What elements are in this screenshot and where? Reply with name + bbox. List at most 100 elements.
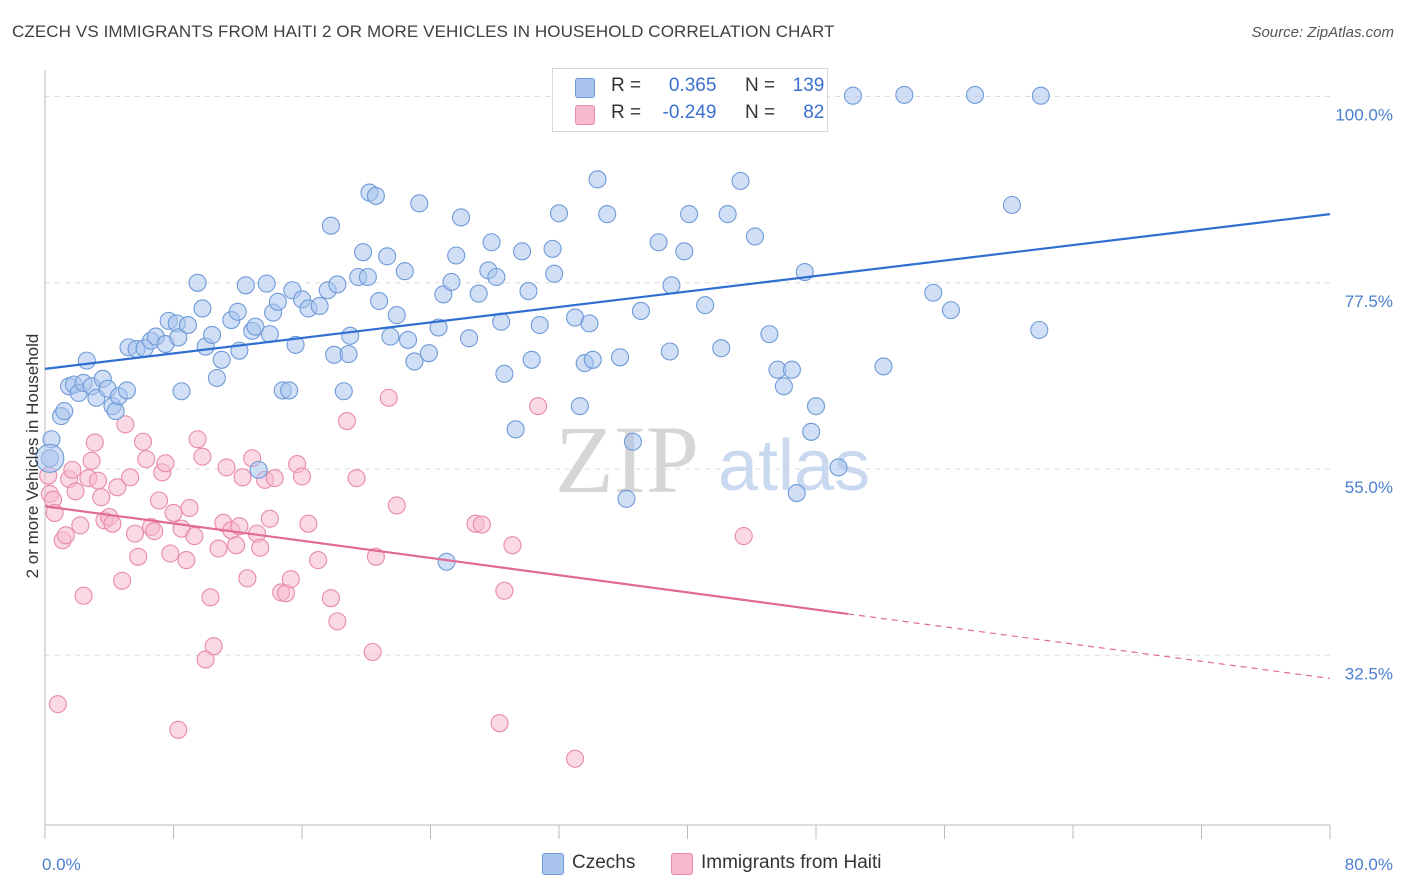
- czechs-point: [1002, 195, 1022, 215]
- czechs-point: [268, 292, 287, 311]
- czechs-point: [806, 397, 826, 416]
- czechs-point: [588, 170, 607, 189]
- czechs-point: [513, 242, 532, 261]
- haiti-point: [196, 650, 215, 669]
- haiti-point: [265, 469, 284, 488]
- czechs-point: [712, 339, 731, 358]
- haiti-point: [337, 411, 357, 431]
- czechs-point: [395, 262, 414, 281]
- czechs-point: [117, 381, 136, 400]
- haiti-point: [251, 538, 270, 557]
- bottom-legend-label-haiti: Immigrants from Haiti: [701, 852, 882, 873]
- haiti-point: [133, 432, 153, 451]
- legend-n-label: N =: [744, 102, 776, 123]
- haiti-point: [347, 469, 366, 488]
- czechs-point: [55, 402, 74, 421]
- czechs-point: [193, 299, 212, 318]
- czechs-point: [675, 242, 694, 261]
- haiti-trend-line-extension: [848, 613, 1331, 680]
- x-tick-label: 80.0%: [1345, 855, 1393, 874]
- czechs-point: [598, 205, 617, 224]
- czechs-point: [580, 314, 599, 333]
- haiti-point: [164, 503, 183, 522]
- czechs-point: [874, 357, 893, 376]
- haiti-point: [85, 433, 104, 452]
- czechs-point: [106, 402, 125, 421]
- haiti-point: [71, 516, 90, 535]
- legend-swatch-czechs: [575, 78, 595, 98]
- czechs-point: [469, 284, 488, 303]
- y-tick-label: 55.0%: [1345, 478, 1393, 497]
- czechs-point: [617, 489, 636, 508]
- haiti-point: [121, 468, 140, 487]
- czechs-point: [178, 315, 198, 335]
- x-tick-label: 0.0%: [42, 855, 81, 874]
- haiti-point: [180, 498, 199, 518]
- chart-source: Source: ZipAtlas.com: [1251, 24, 1394, 41]
- bottom-legend-swatch-haiti: [671, 853, 693, 875]
- czechs-point: [522, 350, 541, 369]
- czechs-point: [370, 291, 389, 311]
- czechs-point: [782, 360, 801, 379]
- czechs-point: [941, 301, 960, 320]
- czechs-point: [965, 85, 985, 104]
- czechs-point: [286, 335, 305, 354]
- haiti-point: [238, 569, 257, 588]
- czechs-point: [459, 329, 479, 348]
- correlation-legend: R = 0.365 N = 139 R = -0.249 N = 82: [552, 68, 828, 132]
- czechs-point: [718, 205, 737, 224]
- haiti-point: [233, 468, 252, 487]
- czechs-point: [662, 276, 681, 295]
- legend-r-value-haiti: -0.249: [662, 102, 717, 123]
- haiti-point: [309, 551, 328, 570]
- czechs-point: [257, 274, 276, 293]
- legend-r-label: R =: [611, 75, 642, 96]
- czechs-point: [207, 368, 226, 388]
- haiti-point: [125, 524, 144, 543]
- czechs-point: [660, 342, 679, 361]
- haiti-point: [209, 539, 228, 558]
- haiti-point: [734, 527, 753, 546]
- czechs-point: [203, 325, 222, 345]
- grid-lines: [45, 96, 1330, 656]
- haiti-point: [113, 571, 132, 590]
- czechs-point: [802, 422, 821, 441]
- czechs-point: [543, 239, 562, 258]
- haiti-point: [204, 637, 223, 656]
- haiti-point: [363, 642, 382, 662]
- haiti-point: [161, 544, 180, 563]
- haiti-point: [137, 450, 156, 469]
- czechs-point: [353, 243, 373, 262]
- haiti-point: [503, 536, 522, 555]
- haiti-point: [74, 586, 93, 605]
- czechs-point: [623, 432, 642, 451]
- haiti-point: [108, 478, 127, 497]
- haiti-point: [490, 714, 509, 733]
- czechs-point: [236, 276, 255, 295]
- czechs-point: [358, 267, 377, 287]
- czechs-point: [419, 344, 438, 363]
- czechs-point: [410, 194, 429, 213]
- legend-swatch-haiti: [575, 105, 595, 125]
- haiti-point: [227, 536, 246, 555]
- haiti-point: [292, 467, 312, 486]
- haiti-point: [201, 588, 220, 607]
- czechs-point: [212, 350, 231, 369]
- haiti-point: [56, 526, 75, 545]
- czechs-point: [378, 247, 397, 266]
- czechs-point: [482, 233, 501, 252]
- haiti-point: [566, 749, 585, 768]
- czechs-point: [228, 302, 247, 321]
- haiti-point: [328, 612, 347, 631]
- czechs-point: [77, 351, 96, 370]
- haiti-point: [149, 491, 169, 510]
- haiti-point: [177, 551, 196, 570]
- czechs-point: [405, 352, 424, 371]
- czechs-point: [549, 204, 569, 223]
- y-axis-label: 2 or more Vehicles in Household: [23, 334, 42, 579]
- haiti-point: [217, 458, 236, 477]
- czechs-point: [895, 85, 914, 104]
- haiti-point: [82, 451, 101, 470]
- legend-r-value-czechs: 0.365: [668, 75, 717, 96]
- haiti-point: [145, 522, 164, 541]
